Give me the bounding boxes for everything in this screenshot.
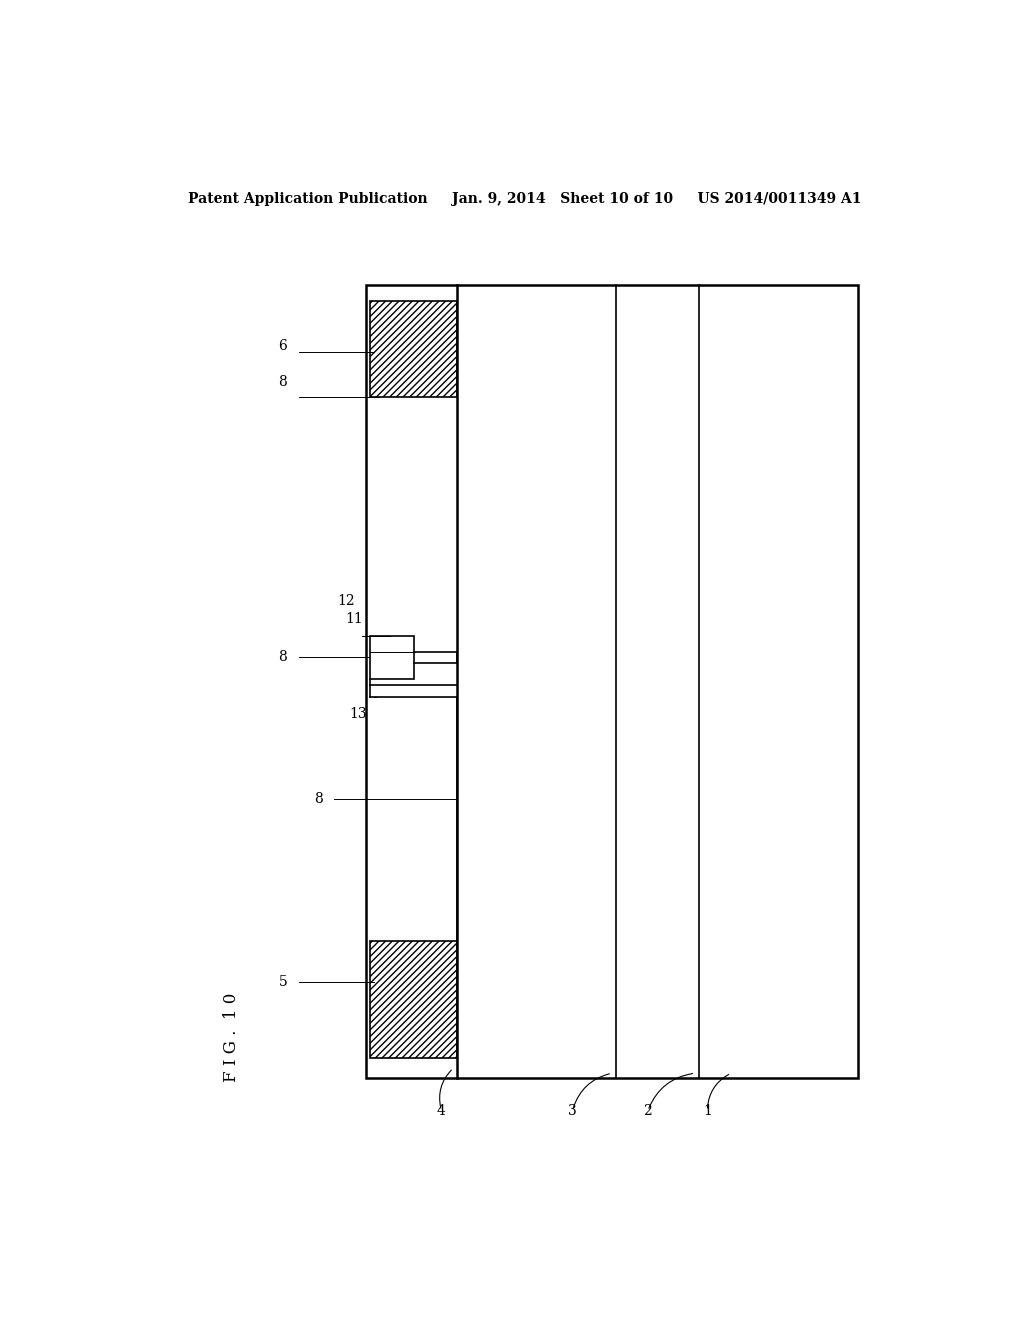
Text: 5: 5: [279, 974, 287, 989]
Text: 2: 2: [643, 1104, 652, 1118]
Text: F I G .  1 0: F I G . 1 0: [222, 993, 240, 1082]
Bar: [367, 285, 858, 1078]
Bar: [370, 301, 458, 397]
Text: 3: 3: [568, 1104, 577, 1118]
Text: 8: 8: [279, 375, 287, 389]
Text: 11: 11: [345, 612, 364, 626]
Bar: [370, 941, 458, 1057]
Text: 12: 12: [338, 594, 355, 607]
Text: 8: 8: [314, 792, 323, 805]
Text: 4: 4: [437, 1104, 445, 1118]
Text: 13: 13: [349, 708, 367, 721]
Text: 8: 8: [279, 651, 287, 664]
Text: 6: 6: [279, 339, 287, 354]
Text: 1: 1: [702, 1104, 712, 1118]
Bar: [370, 636, 414, 678]
Text: Patent Application Publication     Jan. 9, 2014   Sheet 10 of 10     US 2014/001: Patent Application Publication Jan. 9, 2…: [188, 191, 861, 206]
